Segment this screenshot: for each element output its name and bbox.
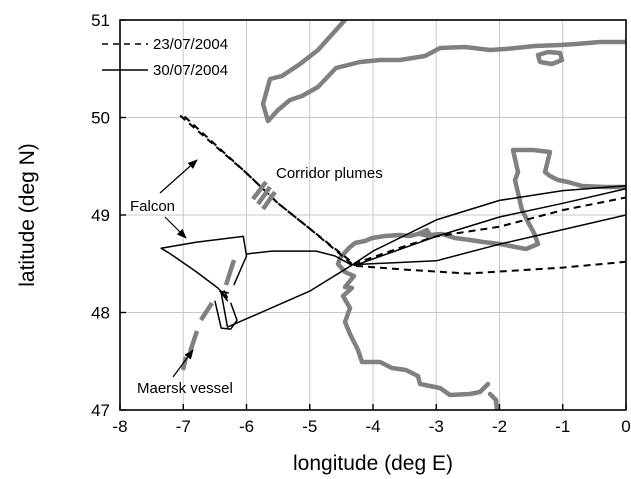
x-tick-label: 0 [621,417,630,436]
coast-cotentin-peninsula [417,231,433,240]
flight-tracks [160,114,626,330]
legend-label: 30/07/2004 [153,62,228,79]
annotation-maersk-vessel: Maersk vessel [137,380,233,397]
falcon-arrow-upper [159,159,198,194]
coast-england-south [260,20,626,124]
y-tick-label: 51 [91,11,110,30]
y-tick-label: 50 [91,109,110,128]
annotation-corridor-plumes: Corridor plumes [276,165,383,182]
x-tick-label: -4 [365,417,380,436]
x-tick-label: -6 [239,417,254,436]
x-tick-label: -8 [112,417,127,436]
y-tick-label: 48 [91,304,110,323]
maersk-vessel-track [180,259,237,371]
x-tick-label: -5 [302,417,317,436]
y-axis: 47 48 49 50 51 [91,11,126,420]
series-line-solid-3 [353,187,626,267]
falcon-arrow-lower [164,216,187,239]
coast-brittany-normandy [335,147,626,398]
series-line-solid-1 [160,235,248,302]
y-axis-title: latitude (deg N) [16,143,39,287]
series-line-solid-2 [246,214,626,266]
coast-bay-of-biscay [487,391,500,410]
legend-label: 23/07/2004 [153,36,228,53]
legend: 23/07/2004 30/07/2004 [102,36,228,79]
series-line-dashed-1 [183,115,626,275]
y-tick-label: 49 [91,206,110,225]
x-axis-title: longitude (deg E) [293,452,453,475]
coastline [260,20,626,410]
maersk-arrow [172,349,194,378]
coast-isle-of-wight [535,49,565,67]
annotations: Corridor plumes Falcon Maersk vessel [130,159,383,397]
x-axis: -8 -7 -6 -5 -4 -3 -2 -1 0 [112,404,631,436]
y-tick-label: 47 [91,401,110,420]
annotation-falcon: Falcon [130,198,175,215]
x-tick-label: -3 [429,417,444,436]
x-tick-label: -1 [555,417,570,436]
corridor-plume-marks [251,180,277,211]
series-line-solid-4 [214,300,238,330]
x-tick-label: -7 [176,417,191,436]
x-tick-label: -2 [492,417,507,436]
